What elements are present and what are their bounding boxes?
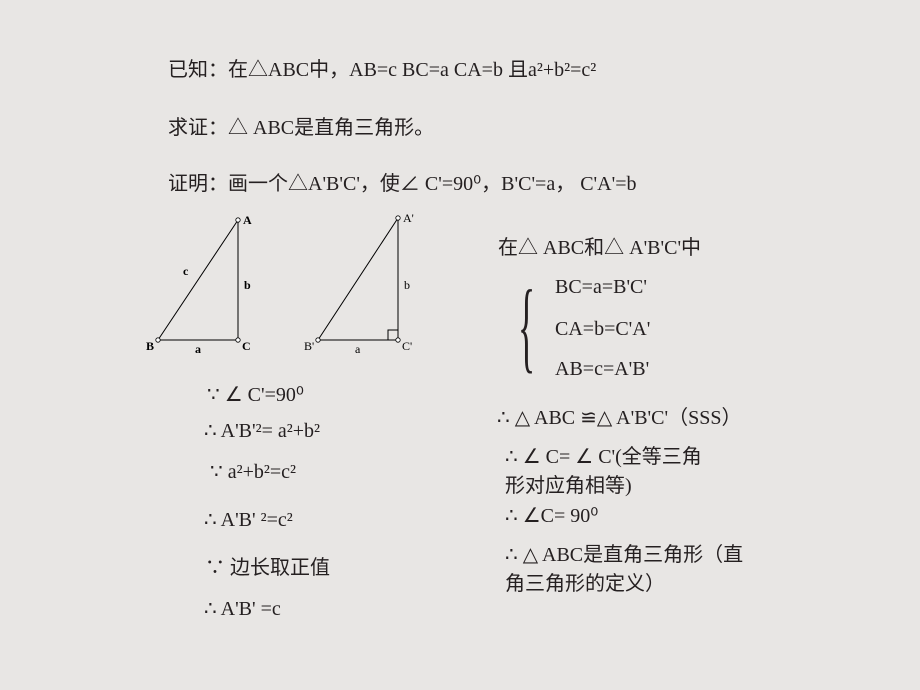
step-4: ∴ A'B' ²=c² xyxy=(204,507,293,532)
side-b-label: b xyxy=(244,278,251,292)
triangle-a1b1c1: A' B' C' b a xyxy=(310,215,440,365)
r-step-4: ∴ ∠C= 90⁰ xyxy=(505,503,598,528)
vertex-b-label: B xyxy=(146,339,154,353)
r-step-2: ∴ △ ABC ≌△ A'B'C'（SSS） xyxy=(497,401,741,430)
r-step-3b: 形对应角相等) xyxy=(505,469,632,498)
step-3: ∵ a²+b²=c² xyxy=(210,459,296,484)
vertex-b1-label: B' xyxy=(304,339,314,353)
r-step-1: 在△ ABC和△ A'B'C'中 xyxy=(498,231,701,260)
step-5: ∵ 边长取正值 xyxy=(205,551,330,580)
brace-icon: { xyxy=(518,276,535,378)
side-b1-label: b xyxy=(404,278,410,292)
prove-line: 求证：△ ABC是直角三角形。 xyxy=(168,111,434,140)
step-1: ∵ ∠ C'=90⁰ xyxy=(207,382,304,407)
construct-line: 证明：画一个△A'B'C'，使∠ C'=90⁰，B'C'=a， C'A'=b xyxy=(168,167,637,196)
side-a1-label: a xyxy=(355,342,361,356)
vertex-c1-label: C' xyxy=(402,339,412,353)
r-step-5a: ∴ △ ABC是直角三角形（直 xyxy=(505,538,743,567)
vertex-c-label: C xyxy=(242,339,251,353)
side-c-label: c xyxy=(183,264,189,278)
step-6: ∴ A'B' =c xyxy=(204,596,281,621)
sys-eq-2: CA=b=C'A' xyxy=(555,318,650,341)
sys-eq-1: BC=a=B'C' xyxy=(555,276,647,299)
vertex-a-label: A xyxy=(243,213,252,227)
side-a-label: a xyxy=(195,342,201,356)
r-step-5b: 角三角形的定义） xyxy=(505,567,665,596)
vertex-a1-label: A' xyxy=(403,211,414,225)
r-step-3a: ∴ ∠ C= ∠ C'(全等三角 xyxy=(505,440,702,469)
given-line: 已知：在△ABC中，AB=c BC=a CA=b 且a²+b²=c² xyxy=(168,53,596,82)
sys-eq-3: AB=c=A'B' xyxy=(555,358,649,381)
step-2: ∴ A'B'²= a²+b² xyxy=(204,418,320,443)
triangle-abc: A B C c b a xyxy=(150,215,280,365)
